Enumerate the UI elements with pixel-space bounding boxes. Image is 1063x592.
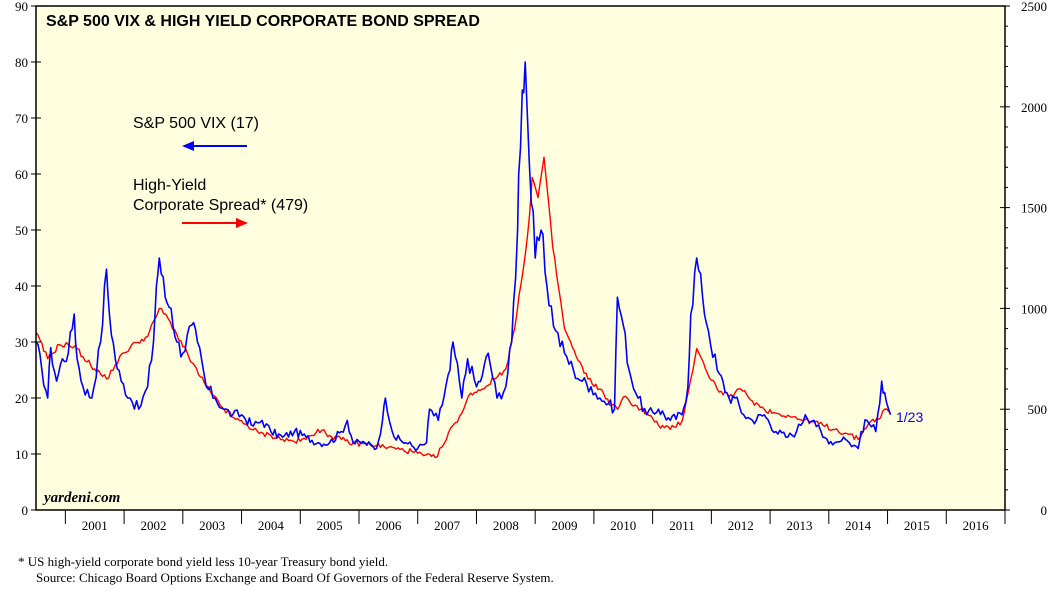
x-tick-label: 2015	[904, 518, 930, 533]
right-tick-label: 1500	[1021, 201, 1047, 216]
series-layer	[35, 61, 892, 459]
x-tick-label: 2009	[552, 518, 578, 533]
x-tick-label: 2006	[375, 518, 402, 533]
left-tick-label: 90	[15, 0, 28, 14]
plot-frame	[35, 5, 1006, 511]
x-tick-label: 2004	[258, 518, 285, 533]
vix-series-line	[35, 61, 892, 452]
left-tick-label: 70	[15, 111, 28, 126]
footnote-source: Source: Chicago Board Options Exchange a…	[36, 570, 554, 585]
legend-spread-arrowhead	[236, 218, 248, 228]
watermark: yardeni.com	[42, 490, 120, 506]
x-tick-label: 2007	[434, 518, 461, 533]
right-tick-label: 0	[1041, 503, 1048, 518]
right-tick-label: 2500	[1021, 0, 1047, 14]
left-tick-label: 10	[15, 447, 28, 462]
legend-spread-label-line2: Corporate Spread* (479)	[133, 197, 308, 214]
chart-title: S&P 500 VIX & HIGH YIELD CORPORATE BOND …	[46, 13, 480, 30]
legend-spread-label-line1: High-Yield	[133, 177, 206, 194]
legend-vix-label: S&P 500 VIX (17)	[133, 115, 259, 132]
x-axis: 2001 2002 2003 2004 2005 2006 2007 2008 2009 2010…	[64, 510, 1006, 533]
x-tick-label: 2003	[199, 518, 225, 533]
left-tick-label: 80	[15, 55, 28, 70]
x-tick-label: 2012	[728, 518, 754, 533]
x-tick-label: 2011	[669, 518, 695, 533]
x-tick-label: 2010	[610, 518, 636, 533]
right-tick-label: 2000	[1021, 100, 1047, 115]
left-tick-label: 40	[15, 279, 28, 294]
x-tick-label: 2016	[963, 518, 990, 533]
left-axis: 0 10 20 30 40 50 60 70 80 90	[15, 0, 41, 518]
legend-vix-arrowhead	[182, 141, 194, 151]
left-tick-label: 0	[22, 503, 29, 518]
left-tick-label: 60	[15, 167, 28, 182]
right-axis: 0 500 1000 1500 2000 2500	[1000, 0, 1047, 518]
x-tick-label: 2005	[317, 518, 343, 533]
legend: S&P 500 VIX (17) High-Yield Corporate Spre…	[133, 115, 308, 228]
end-date-label: 1/23	[896, 409, 923, 425]
plot-background	[36, 6, 1005, 510]
right-tick-label: 500	[1028, 402, 1048, 417]
left-tick-label: 50	[15, 223, 28, 238]
x-tick-label: 2001	[82, 518, 108, 533]
x-tick-label: 2002	[140, 518, 166, 533]
right-tick-label: 1000	[1021, 301, 1047, 316]
left-tick-label: 20	[15, 391, 28, 406]
spread-series-line	[35, 156, 892, 459]
vix-spread-chart: 0 10 20 30 40 50 60 70 80 90 0 500 1000 1500 2000 2500…	[15, 0, 1047, 533]
x-tick-label: 2008	[493, 518, 519, 533]
x-tick-label: 2013	[786, 518, 812, 533]
footnote-definition: * US high-yield corporate bond yield les…	[18, 554, 389, 569]
left-tick-label: 30	[15, 335, 28, 350]
x-tick-label: 2014	[845, 518, 872, 533]
